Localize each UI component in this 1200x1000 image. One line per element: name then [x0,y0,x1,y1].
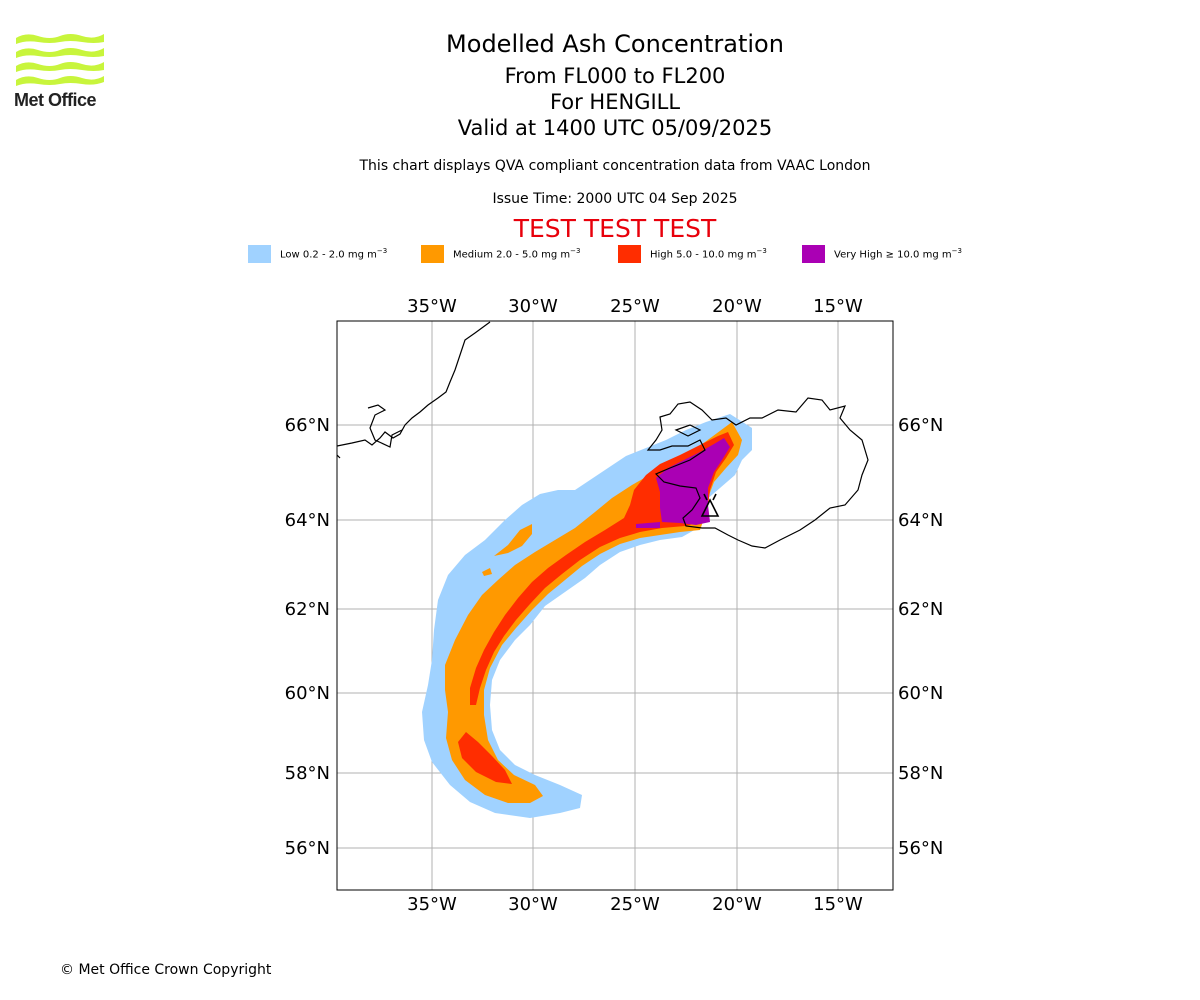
lat-tick-right: 60°N [898,683,943,704]
ash-high-region [458,732,512,784]
ash-medium-patch [494,524,532,556]
lon-tick-bottom: 30°W [508,894,558,915]
legend-label-very-high: Very High ≥ 10.0 mg m [834,249,952,261]
lat-tick-right: 64°N [898,510,943,531]
legend-exp-low: −3 [376,247,388,256]
lon-tick-bottom: 25°W [610,894,660,915]
legend-label-high: High 5.0 - 10.0 mg m [650,249,757,261]
ash-very-high-region [656,438,730,525]
legend-swatch-high [618,245,641,263]
volcano-name: For HENGILL [549,90,681,114]
iceland-coastline [674,424,702,437]
legend-swatch-very-high [802,245,825,263]
ash-medium-patch [482,568,492,576]
legend-exp-medium: −3 [570,247,581,256]
volcano-marker [700,493,720,517]
lat-tick-left: 62°N [285,599,330,620]
lon-tick-top: 35°W [407,296,457,317]
lat-tick-right: 58°N [898,763,943,784]
lat-tick-right: 62°N [898,599,943,620]
lon-tick-top: 30°W [508,296,558,317]
legend-exp-very-high: −3 [951,247,962,256]
greenland-coastline [337,321,491,447]
test-banner: TEST TEST TEST [513,214,717,243]
legend-item-high: High 5.0 - 10.0 mg m−3 [618,244,767,264]
lat-tick-left: 58°N [285,763,330,784]
lat-tick-left: 56°N [285,838,330,859]
lat-tick-left: 64°N [285,510,330,531]
lon-tick-bottom: 15°W [813,894,863,915]
legend-item-very-high: Very High ≥ 10.0 mg m−3 [802,244,962,264]
greenland-coastline [367,404,403,448]
legend-label-low: Low 0.2 - 2.0 mg m [280,249,377,261]
lon-tick-top: 25°W [610,296,660,317]
lon-tick-bottom: 20°W [712,894,762,915]
copyright-notice: © Met Office Crown Copyright [60,962,272,978]
legend-label-medium: Medium 2.0 - 5.0 mg m [453,249,571,261]
legend-swatch-medium [421,245,444,263]
lon-tick-top: 20°W [712,296,762,317]
map-gridlines [337,321,893,890]
met-office-logo-icon [16,34,104,86]
lat-tick-right: 66°N [898,415,943,436]
legend-item-medium: Medium 2.0 - 5.0 mg m−3 [421,244,580,264]
legend-exp-high: −3 [756,247,767,256]
issue-time: Issue Time: 2000 UTC 04 Sep 2025 [492,191,738,207]
legend-swatch-low [248,245,271,263]
valid-time: Valid at 1400 UTC 05/09/2025 [457,116,773,140]
legend-item-low: Low 0.2 - 2.0 mg m−3 [248,244,387,264]
flight-levels: From FL000 to FL200 [504,64,726,88]
chart-description: This chart displays QVA compliant concen… [359,158,871,174]
lon-tick-bottom: 35°W [407,894,457,915]
lon-tick-top: 15°W [813,296,863,317]
iceland-coastline [646,397,869,549]
chart-title: Modelled Ash Concentration [446,30,784,58]
map-frame [336,320,894,891]
lat-tick-right: 56°N [898,838,943,859]
logo-text: Met Office [14,90,97,110]
lat-tick-left: 60°N [285,683,330,704]
lat-tick-left: 66°N [285,415,330,436]
ash-very-high-region [636,522,660,528]
